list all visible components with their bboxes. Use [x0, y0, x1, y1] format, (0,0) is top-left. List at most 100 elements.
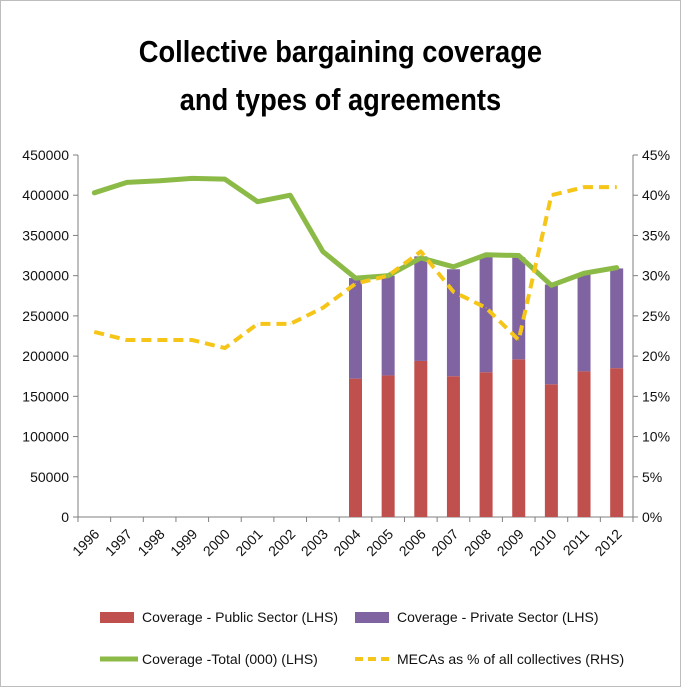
- y-left-tick-label: 250000: [22, 308, 69, 324]
- chart-title-line-2: and types of agreements: [179, 82, 502, 117]
- x-tick-label: 1998: [134, 526, 167, 559]
- bar-private-sector: [577, 274, 591, 372]
- point-coverage-total: [616, 267, 618, 269]
- y-left-tick-label: 450000: [22, 147, 69, 163]
- point-mecas-percent: [159, 339, 161, 341]
- legend-label: MECAs as % of all collectives (RHS): [397, 651, 624, 667]
- point-coverage-total: [583, 272, 585, 274]
- point-coverage-total: [355, 277, 356, 279]
- point-coverage-total: [518, 255, 520, 257]
- line-mecas-percent: [93, 185, 617, 351]
- y-left-tick-label: 400000: [22, 187, 69, 203]
- y-left-tick-label: 350000: [22, 227, 69, 243]
- legend-label: Coverage - Public Sector (LHS): [142, 609, 338, 625]
- x-tick-label: 2009: [494, 526, 527, 559]
- bar-public-sector: [349, 378, 362, 517]
- bar-private-sector: [544, 284, 558, 385]
- legend-swatch: [355, 612, 389, 623]
- point-coverage-total: [224, 178, 226, 180]
- point-mecas-percent: [191, 339, 193, 341]
- x-tick-label: 2012: [591, 526, 624, 559]
- y-left-tick-label: 100000: [22, 429, 69, 445]
- y-left-tick-label: 0: [61, 509, 69, 525]
- x-tick-label: 2006: [396, 526, 429, 559]
- x-tick-label: 1999: [167, 526, 200, 559]
- y-left-tick-label: 150000: [22, 388, 69, 404]
- y-right-tick-label: 20%: [642, 348, 670, 364]
- y-right-tick-label: 10%: [642, 429, 670, 445]
- bar-public-sector: [544, 384, 558, 517]
- chart-title: Collective bargaining coverage and types…: [41, 28, 640, 124]
- x-tick-label: 2008: [461, 526, 494, 559]
- point-mecas-percent: [452, 291, 454, 293]
- y-right-tick-label: 40%: [642, 187, 670, 203]
- y-right-tick-label: 0%: [642, 509, 662, 525]
- point-mecas-percent: [289, 323, 291, 325]
- point-coverage-total: [322, 251, 324, 253]
- x-tick-label: 2005: [363, 526, 396, 559]
- x-tick-label: 2007: [428, 526, 461, 559]
- bar-public-sector: [512, 359, 526, 517]
- x-tick-label: 2010: [526, 526, 559, 559]
- y-right-tick-label: 30%: [642, 268, 670, 284]
- bar-public-sector: [446, 376, 460, 517]
- bar-public-sector: [610, 368, 624, 517]
- point-mecas-percent: [518, 339, 520, 341]
- y-left-tick-label: 300000: [22, 268, 69, 284]
- point-coverage-total: [191, 177, 193, 179]
- point-coverage-total: [420, 257, 422, 259]
- line-coverage-total: [91, 175, 620, 288]
- y-right-tick-label: 15%: [642, 388, 670, 404]
- point-mecas-percent: [420, 251, 422, 253]
- point-mecas-percent: [550, 194, 552, 196]
- legend-swatch: [100, 612, 134, 623]
- point-mecas-percent: [257, 323, 259, 325]
- y-right-tick-label: 5%: [642, 469, 662, 485]
- point-mecas-percent: [616, 186, 618, 188]
- point-mecas-percent: [126, 339, 128, 341]
- y-left-tick-label: 200000: [22, 348, 69, 364]
- x-tick-label: 2002: [265, 526, 298, 559]
- bar-public-sector: [381, 375, 395, 517]
- x-tick-label: 2001: [232, 526, 265, 559]
- point-coverage-total: [485, 254, 487, 256]
- bar-private-sector: [414, 256, 428, 361]
- y-right-tick-label: 45%: [642, 147, 670, 163]
- y-right-tick-label: 35%: [642, 227, 670, 243]
- point-mecas-percent: [583, 186, 585, 188]
- point-mecas-percent: [387, 275, 389, 277]
- bar-private-sector: [446, 269, 460, 377]
- x-tick-label: 2000: [200, 526, 233, 559]
- bar-private-sector: [610, 268, 624, 369]
- point-coverage-total: [159, 180, 161, 182]
- point-mecas-percent: [355, 283, 356, 285]
- point-mecas-percent: [93, 331, 95, 333]
- x-tick-label: 2004: [330, 526, 363, 559]
- y-right-tick-label: 25%: [642, 308, 670, 324]
- bar-public-sector: [577, 371, 591, 517]
- point-coverage-total: [550, 284, 552, 286]
- bar-private-sector: [512, 257, 526, 360]
- x-tick-label: 1996: [69, 526, 102, 559]
- point-coverage-total: [452, 266, 454, 268]
- bar-private-sector: [381, 275, 395, 376]
- point-mecas-percent: [224, 347, 226, 349]
- point-mecas-percent: [485, 307, 487, 309]
- bar-private-sector: [479, 256, 493, 373]
- legend-label: Coverage -Total (000) (LHS): [142, 651, 318, 667]
- point-coverage-total: [257, 201, 259, 203]
- point-mecas-percent: [322, 307, 324, 309]
- x-tick-label: 1997: [102, 526, 135, 559]
- point-coverage-total: [126, 181, 128, 183]
- chart-title-line-1: Collective bargaining coverage: [138, 34, 543, 69]
- legend-label: Coverage - Private Sector (LHS): [397, 609, 599, 625]
- y-left-tick-label: 50000: [30, 469, 69, 485]
- point-coverage-total: [289, 194, 291, 196]
- bar-private-sector: [349, 278, 362, 379]
- bar-public-sector: [414, 360, 428, 517]
- x-tick-label: 2011: [560, 526, 593, 559]
- x-tick-label: 2003: [298, 526, 331, 559]
- bar-public-sector: [479, 372, 493, 517]
